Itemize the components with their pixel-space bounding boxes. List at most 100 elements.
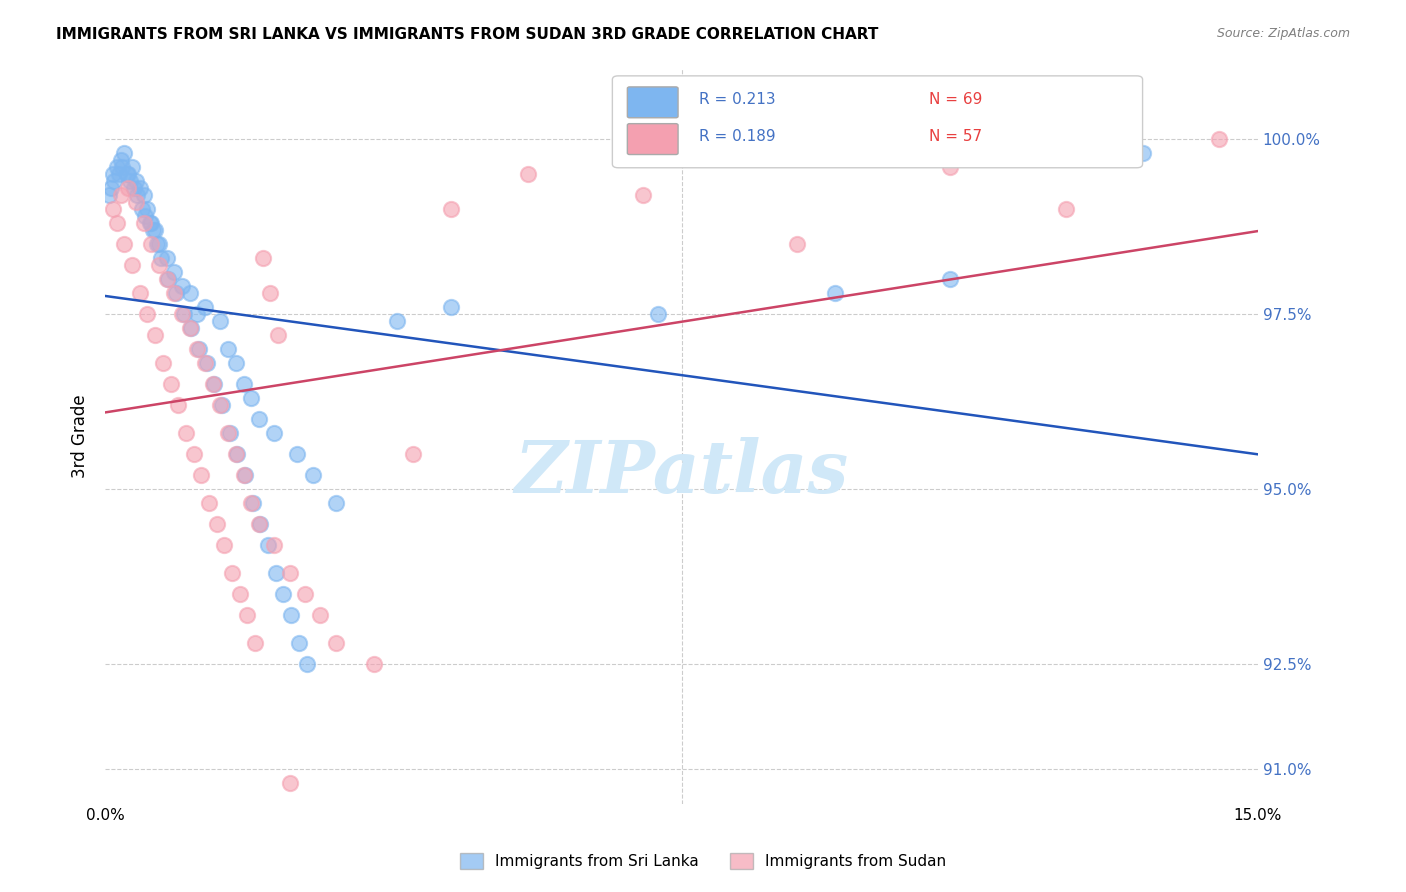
- Text: ZIPatlas: ZIPatlas: [515, 437, 849, 508]
- Point: [127, 187, 149, 202]
- Point: [194, 355, 217, 369]
- Point: [387, 313, 409, 327]
- Text: IMMIGRANTS FROM SRI LANKA VS IMMIGRANTS FROM SUDAN 3RD GRADE CORRELATION CHART: IMMIGRANTS FROM SRI LANKA VS IMMIGRANTS …: [56, 27, 879, 42]
- Point: [516, 167, 538, 181]
- Point: [325, 635, 347, 649]
- Point: [121, 258, 143, 272]
- Point: [240, 391, 263, 405]
- Point: [218, 425, 240, 440]
- FancyBboxPatch shape: [613, 76, 1143, 168]
- Point: [264, 566, 287, 580]
- Point: [247, 516, 270, 531]
- Point: [1208, 131, 1230, 145]
- Point: [163, 264, 186, 278]
- Point: [294, 586, 316, 600]
- Point: [214, 538, 236, 552]
- Point: [209, 313, 232, 327]
- Point: [110, 153, 132, 167]
- Text: R = 0.213: R = 0.213: [699, 92, 776, 107]
- Point: [136, 307, 159, 321]
- Point: [112, 236, 135, 251]
- Point: [165, 285, 187, 300]
- Point: [139, 215, 162, 229]
- Point: [101, 167, 124, 181]
- Point: [226, 446, 249, 460]
- Point: [103, 173, 125, 187]
- Point: [190, 467, 212, 482]
- Point: [325, 495, 347, 509]
- Point: [1054, 202, 1077, 216]
- Point: [205, 516, 228, 531]
- Point: [221, 566, 243, 580]
- Point: [152, 355, 174, 369]
- Point: [280, 607, 302, 622]
- Point: [188, 342, 211, 356]
- Point: [263, 538, 285, 552]
- Point: [301, 467, 323, 482]
- Point: [232, 376, 254, 391]
- Point: [247, 411, 270, 425]
- Point: [141, 215, 163, 229]
- Point: [141, 236, 163, 251]
- Point: [170, 278, 193, 293]
- Point: [117, 180, 139, 194]
- Point: [824, 285, 846, 300]
- Point: [195, 355, 218, 369]
- Point: [143, 327, 166, 342]
- Point: [136, 202, 159, 216]
- Point: [198, 495, 221, 509]
- Point: [440, 202, 463, 216]
- Point: [939, 160, 962, 174]
- Point: [228, 586, 250, 600]
- Point: [125, 173, 148, 187]
- Point: [309, 607, 332, 622]
- Point: [647, 307, 669, 321]
- Point: [1132, 145, 1154, 160]
- Point: [217, 342, 239, 356]
- Point: [202, 376, 225, 391]
- Point: [267, 327, 290, 342]
- Point: [259, 285, 281, 300]
- Point: [194, 300, 217, 314]
- Point: [143, 222, 166, 236]
- Point: [163, 285, 186, 300]
- Point: [148, 258, 170, 272]
- Point: [240, 495, 263, 509]
- Point: [233, 467, 256, 482]
- Point: [110, 187, 132, 202]
- FancyBboxPatch shape: [627, 124, 678, 154]
- Point: [125, 194, 148, 209]
- Point: [128, 285, 150, 300]
- Point: [295, 657, 318, 671]
- Point: [156, 251, 179, 265]
- Point: [631, 187, 654, 202]
- Point: [128, 180, 150, 194]
- Point: [186, 342, 208, 356]
- Point: [142, 222, 165, 236]
- Point: [115, 167, 138, 181]
- Point: [132, 187, 155, 202]
- Point: [249, 516, 271, 531]
- Point: [273, 586, 295, 600]
- Point: [183, 446, 205, 460]
- Point: [225, 446, 247, 460]
- Point: [242, 495, 264, 509]
- Point: [252, 251, 274, 265]
- Point: [173, 307, 195, 321]
- Point: [179, 285, 201, 300]
- Point: [786, 236, 808, 251]
- Point: [236, 607, 259, 622]
- Point: [232, 467, 254, 482]
- Point: [217, 425, 239, 440]
- Point: [167, 398, 190, 412]
- Point: [278, 566, 301, 580]
- Point: [159, 376, 181, 391]
- Point: [146, 236, 169, 251]
- Y-axis label: 3rd Grade: 3rd Grade: [72, 394, 89, 478]
- Point: [132, 215, 155, 229]
- Point: [285, 446, 308, 460]
- Point: [180, 320, 202, 334]
- Point: [149, 251, 172, 265]
- Point: [170, 307, 193, 321]
- Point: [108, 167, 131, 181]
